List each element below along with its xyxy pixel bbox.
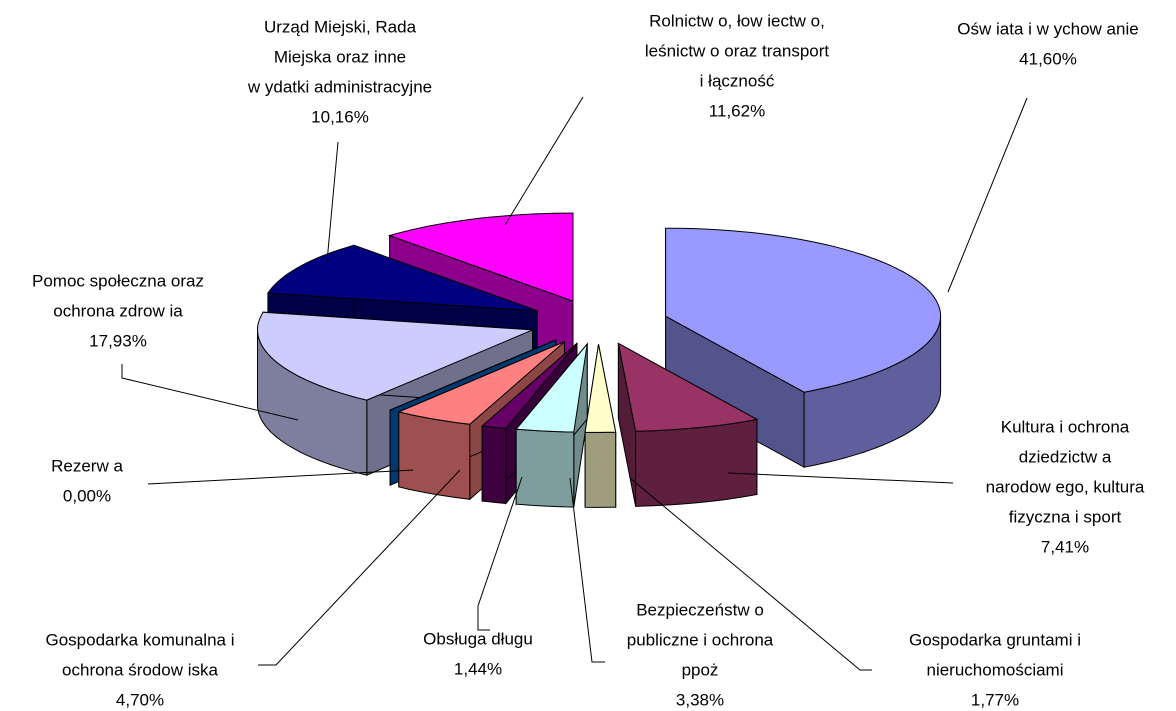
slice-label: ppoż — [682, 660, 719, 679]
slice-value-label: 10,16% — [311, 107, 369, 126]
leader-line — [121, 364, 299, 421]
slice-value-label: 7,41% — [1041, 537, 1089, 556]
slice-label: publiczne i ochrona — [627, 630, 774, 649]
slice-label: Obsługa długu — [423, 629, 533, 648]
slice-label: leśnictw o oraz transport — [645, 41, 830, 60]
slice-top — [617, 342, 759, 432]
slice-top — [584, 344, 617, 433]
slice-outer-wall — [515, 428, 575, 508]
slice-label: fizyczna i sport — [1009, 507, 1122, 526]
slice-label: Urząd Miejski, Rada — [264, 17, 417, 36]
slice — [584, 344, 617, 508]
leader-line — [629, 477, 872, 671]
slice-label: Gospodarka komunalna i — [45, 630, 234, 649]
slice-label: Kultura i ochrona — [1001, 417, 1130, 436]
slice-label: Bezpieczeństw o — [636, 600, 764, 619]
leader-line — [477, 476, 523, 631]
slice — [617, 342, 759, 507]
leader-line — [569, 477, 605, 663]
slice-label: Miejska oraz inne — [274, 47, 406, 66]
slice-value-label: 0,00% — [63, 486, 111, 505]
slice-top — [397, 341, 565, 425]
slice-value-label: 11,62% — [709, 101, 765, 120]
leader-line — [258, 469, 461, 666]
slice-label: narodow ego, kultura — [986, 477, 1145, 496]
slice-label: Rolnictw o, łow iectw o, — [649, 11, 825, 30]
slice-label: dziedzictw a — [1019, 447, 1112, 466]
slice-value-label: 17,93% — [89, 331, 147, 350]
slice-label: ochrona zdrow ia — [53, 301, 183, 320]
slice-label: i łączność — [700, 71, 775, 90]
leader-line — [947, 97, 1028, 293]
slice-outer-wall — [398, 411, 471, 500]
slice-top — [387, 212, 574, 302]
slice-top — [266, 244, 538, 312]
slice-outer-wall — [584, 431, 617, 508]
leader-line — [326, 141, 339, 263]
slice-value-label: 1,77% — [971, 690, 1019, 709]
slice-label: nieruchomościami — [927, 660, 1064, 679]
slice-outer-wall — [635, 418, 758, 507]
leader-line — [147, 469, 414, 485]
slice — [665, 227, 942, 469]
slice-label: ochrona środow iska — [62, 660, 218, 679]
slice-top — [256, 311, 533, 401]
slice-value-label: 3,38% — [676, 690, 724, 709]
slice-label: Pomoc społeczna oraz — [32, 271, 204, 290]
leader-line — [504, 96, 584, 226]
slice-label: w ydatki administracyjne — [247, 77, 432, 96]
slice-top — [515, 342, 588, 433]
slice-label: Gospodarka gruntami i — [909, 630, 1081, 649]
slice-value-label: 41,60% — [1019, 49, 1077, 68]
leader-line — [727, 472, 954, 484]
slice-value-label: 4,70% — [116, 690, 164, 709]
slice-outer-wall — [481, 425, 507, 504]
slice-top — [389, 339, 556, 411]
slice-top — [665, 227, 942, 393]
slice — [515, 342, 588, 508]
slice-label: Ośw iata i w ychow anie — [957, 19, 1138, 38]
slice-top — [481, 343, 578, 429]
slice-value-label: 1,44% — [454, 659, 502, 678]
slice-label: Rezerw a — [51, 456, 123, 475]
